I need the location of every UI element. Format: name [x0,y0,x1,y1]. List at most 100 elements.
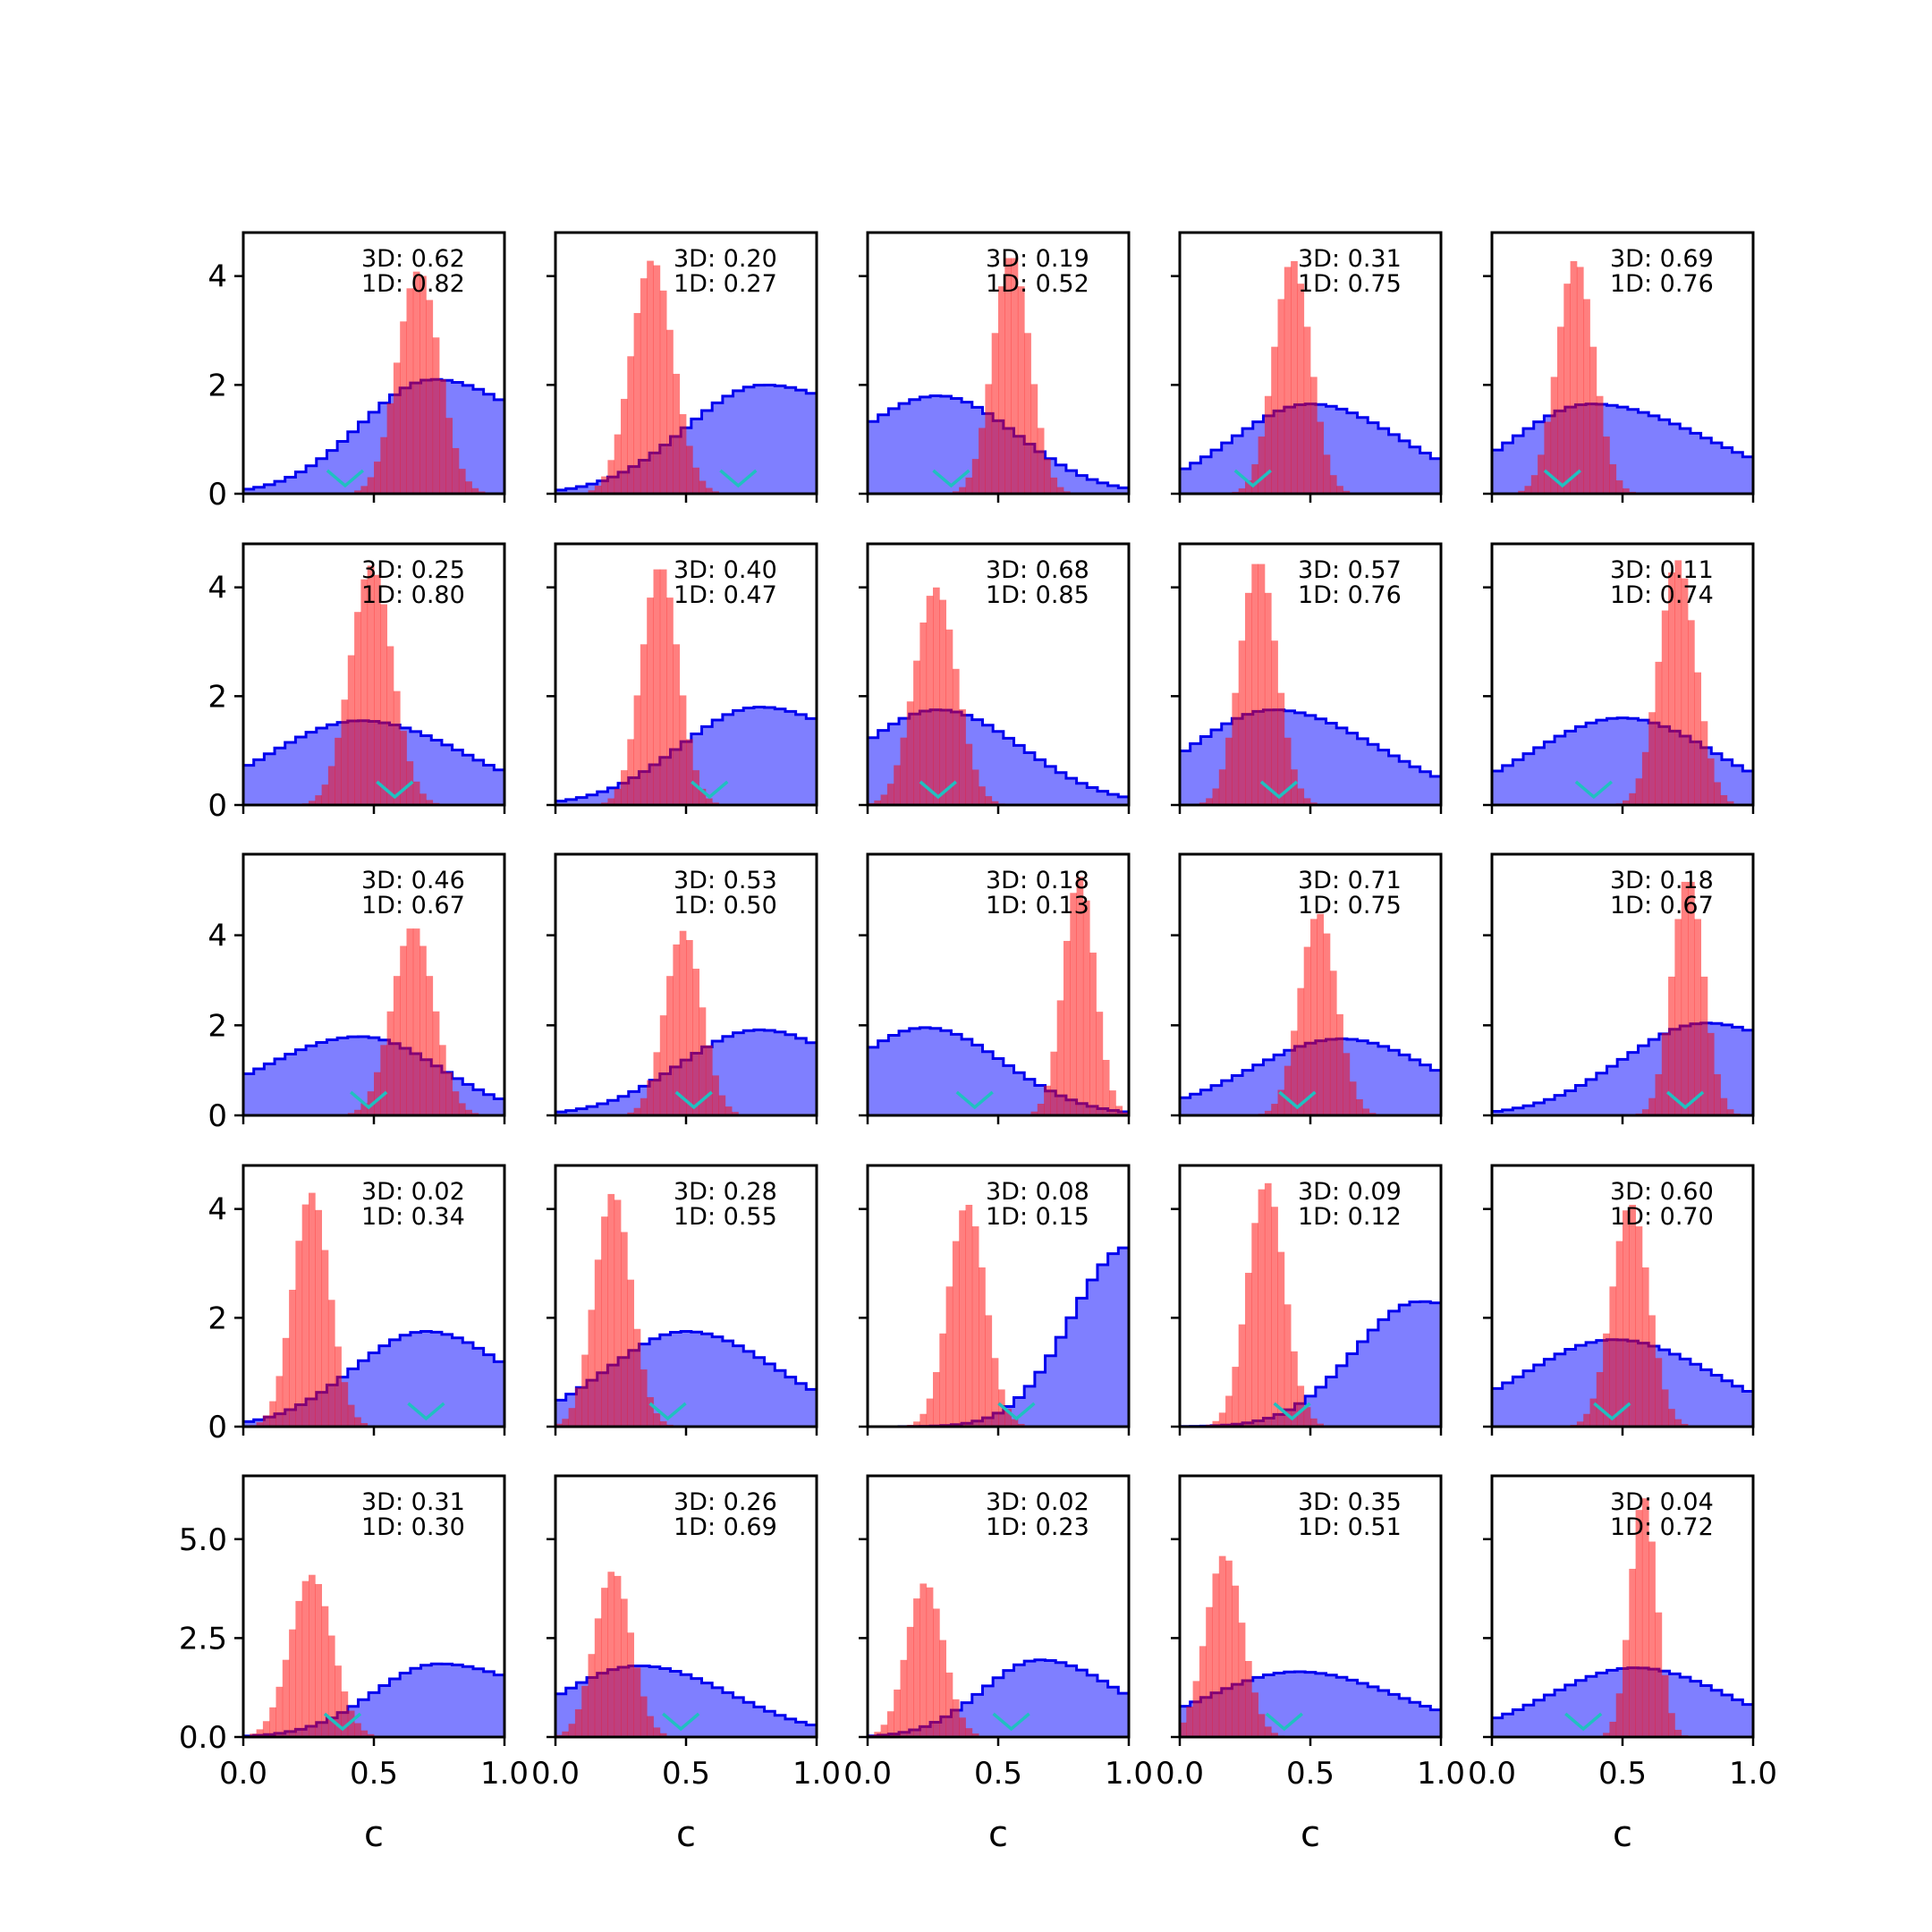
hist-1d-bar [1700,721,1708,805]
hist-1d-bar [439,379,446,494]
hist-1d-bar [1681,1423,1689,1427]
hist-1d-bar [1089,953,1097,1115]
hist-1d-bar [1199,1646,1207,1737]
hist-1d-bar [1655,1073,1663,1115]
hist-1d-bar [666,597,674,805]
hist-1d-bar [1589,1398,1597,1427]
x-tick-label: 0.5 [662,1756,710,1792]
truth-marker [1543,469,1581,488]
hist-1d-bar [959,1717,966,1737]
hist-1d-bar [673,944,681,1115]
hist-1d-bar [1668,1713,1675,1737]
hist-1d-bar [1661,1389,1669,1427]
hist-1d-bar [1688,620,1695,805]
hist-1d-bar [1192,1681,1200,1737]
hist-1d-bar [562,1419,569,1427]
hist-1d-bar [588,1654,596,1737]
y-tick-label: 0 [208,1410,227,1445]
hist-1d-bar [647,1397,654,1427]
hist-3d-fill [868,1248,1129,1427]
hist-1d-bar [1707,1032,1715,1115]
hist-1d-bar [939,1333,946,1427]
hist-1d-bar [1251,1692,1258,1737]
hist-1d-bar [601,1216,608,1427]
x-tick-label: 0.0 [843,1756,892,1792]
hist-3d-fill [868,1659,1129,1737]
hist-1d-bar [971,459,979,494]
hist-1d-bar [874,800,881,805]
hist-1d-bar [367,1091,375,1115]
hist-1d-bar [1258,564,1266,805]
truth-marker [992,1712,1030,1732]
hist-1d-bar [1037,1104,1045,1115]
hist-1d-bar [1297,284,1305,494]
hist-1d-bar [633,695,641,805]
hist-1d-bar [1648,1097,1656,1115]
hist-1d-bar [633,1667,641,1737]
hist-1d-bar [1102,1059,1110,1115]
stat-3d-label: 3D: 0.18 [986,867,1089,894]
hist-1d-bar [1258,436,1266,494]
hist-1d-bar [1251,1223,1258,1427]
stat-1d-label: 1D: 0.85 [986,581,1089,609]
hist-1d-bar [335,1346,342,1427]
hist-1d-bar [1707,758,1715,805]
hist-1d-bar [347,1404,355,1427]
hist-1d-bar [574,1387,582,1427]
x-tick-label: 1.0 [1105,1756,1153,1792]
stat-1d-label: 1D: 0.12 [1298,1203,1402,1231]
hist-1d-bar [1180,1722,1187,1737]
hist-1d-bar [1264,1110,1272,1115]
hist-1d-bar [627,356,634,494]
hist-1d-bar [419,275,427,494]
hist-1d-bar [432,1011,440,1115]
hist-1d-bar [1044,1085,1051,1115]
hist-1d-bar [1232,692,1240,805]
stat-1d-label: 1D: 0.30 [361,1513,465,1541]
hist-1d-bar [659,1015,667,1115]
hist-1d-bar [607,798,615,805]
hist-1d-bar [471,487,479,494]
hist-1d-bar [262,1415,270,1427]
hist-1d-bar [906,701,914,805]
hist-1d-bar [1050,477,1058,494]
hist-1d-bar [653,265,661,494]
hist-1d-bar [386,646,394,805]
hist-1d-bar [913,1598,920,1737]
hist-1d-bar [315,795,322,805]
hist-1d-bar [679,695,687,805]
hist-1d-bar [386,1011,394,1115]
hist-1d-bar [250,1733,257,1737]
hist-1d-bar [959,487,966,494]
hist-1d-bar [1714,1073,1721,1115]
hist-1d-bar [341,699,349,805]
hist-1d-bar [659,569,667,805]
hist-1d-bar [594,1259,602,1427]
x-tick-label: 0.5 [1598,1756,1647,1792]
hist-1d-bar [1681,578,1689,805]
hist-1d-bar [1563,284,1571,494]
hist-1d-bar [1349,1081,1357,1115]
hist-1d-bar [335,1665,342,1737]
stat-1d-label: 1D: 0.72 [1610,1513,1714,1541]
y-tick-label: 2 [208,1008,227,1044]
hist-1d-bar [1109,1090,1116,1115]
hist-1d-bar [1258,1714,1266,1737]
hist-1d-bar [360,579,369,805]
hist-1d-bar [1291,1351,1298,1427]
hist-1d-bar [426,800,434,805]
hist-1d-bar [647,1080,654,1115]
hist-1d-bar [1310,377,1318,494]
x-tick-label: 0.0 [531,1756,580,1792]
hist-1d-bar [1284,1065,1292,1115]
y-tick-label: 2.5 [179,1621,227,1657]
hist-1d-bar [926,1398,934,1427]
hist-1d-bar [971,1226,979,1427]
stat-3d-label: 3D: 0.69 [1610,245,1714,273]
stat-1d-label: 1D: 0.69 [674,1513,777,1541]
truth-marker [662,1712,700,1732]
